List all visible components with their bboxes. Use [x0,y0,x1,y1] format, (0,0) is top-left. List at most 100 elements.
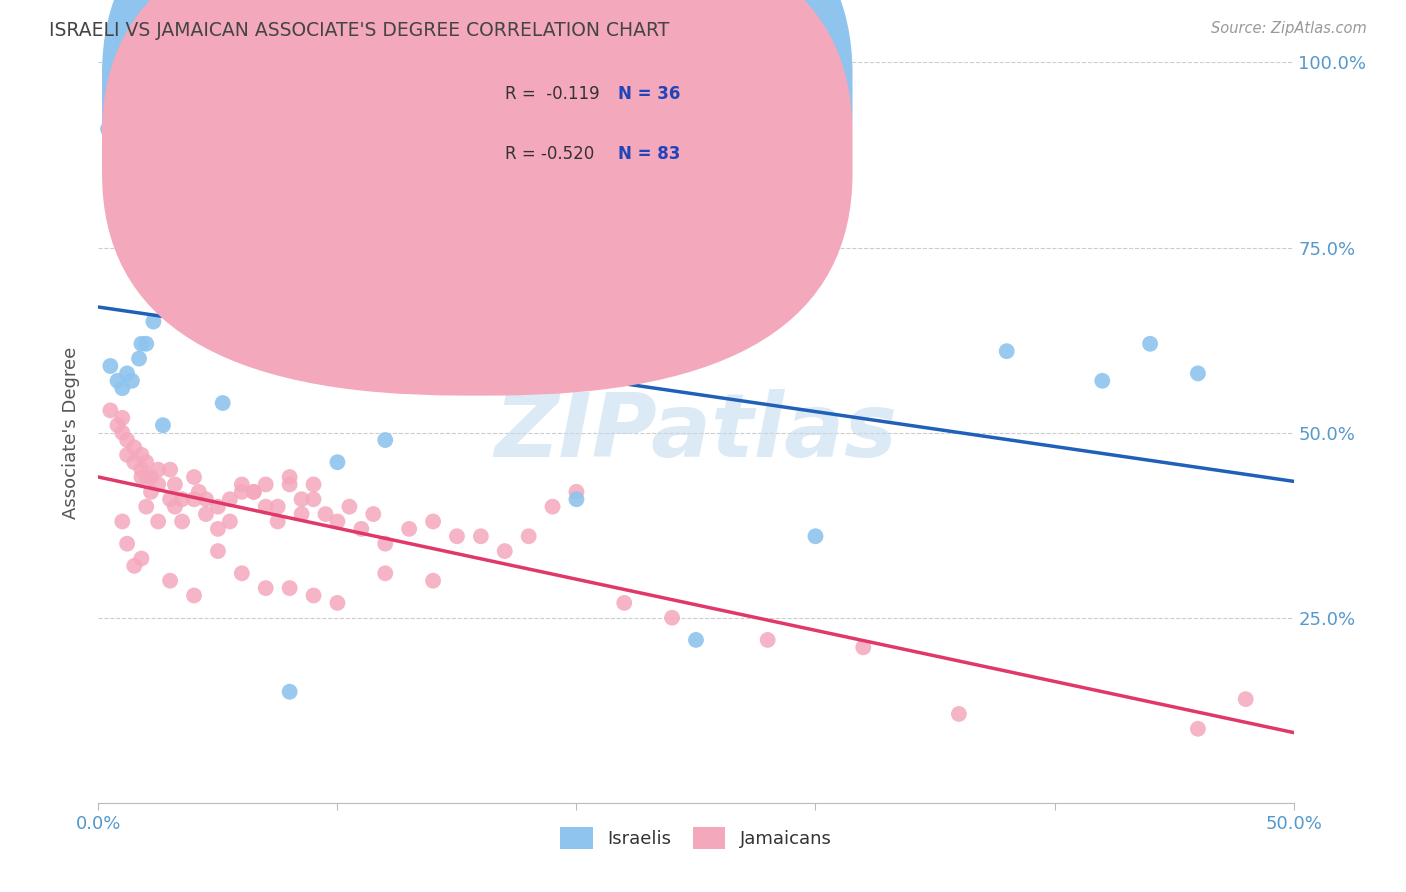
Point [1091,374,1114,388]
Point [202,293,225,307]
Point [254,581,277,595]
Point [852,640,875,655]
Point [243,484,266,499]
Point [326,515,349,529]
Point [470,529,492,543]
Point [211,396,233,410]
FancyBboxPatch shape [451,66,733,188]
FancyBboxPatch shape [103,0,852,395]
Point [128,351,150,366]
Point [159,255,181,269]
Text: R =  -0.119: R = -0.119 [505,86,599,103]
Point [163,477,186,491]
Point [339,500,361,514]
Point [517,529,540,543]
Text: N = 83: N = 83 [619,145,681,162]
Point [291,507,314,521]
Point [219,515,242,529]
Point [148,477,170,491]
Point [195,492,218,507]
Point [374,433,396,447]
Point [315,507,337,521]
Point [422,574,444,588]
Point [115,174,138,188]
Point [107,418,129,433]
Point [131,470,153,484]
Point [115,367,138,381]
Point [948,706,970,721]
Point [124,558,146,573]
Y-axis label: Associate's Degree: Associate's Degree [62,346,80,519]
Point [111,515,134,529]
Point [219,492,242,507]
Point [278,477,301,491]
Point [155,270,177,285]
Point [148,211,170,225]
Point [195,507,218,521]
Point [183,589,205,603]
Point [124,455,146,469]
Point [278,685,301,699]
FancyBboxPatch shape [103,0,852,336]
Point [804,529,827,543]
Point [98,359,122,373]
Point [995,344,1018,359]
Point [142,314,165,328]
Point [115,433,138,447]
Point [111,410,134,425]
Point [159,462,181,476]
Point [148,462,170,476]
Point [115,536,138,550]
Point [267,515,290,529]
Point [148,248,170,262]
Legend: Israelis, Jamaicans: Israelis, Jamaicans [553,821,839,856]
Point [98,403,122,417]
Point [446,529,468,543]
Point [163,196,186,211]
Point [231,566,253,581]
Point [131,448,153,462]
Point [135,500,157,514]
Point [756,632,779,647]
Point [135,455,157,469]
Point [374,536,396,550]
Point [97,122,120,136]
Point [131,336,153,351]
Point [183,166,205,180]
Point [183,492,205,507]
Point [1187,367,1209,381]
Point [254,477,277,491]
Point [494,544,516,558]
Point [541,500,564,514]
Point [183,470,205,484]
Point [278,470,301,484]
Point [107,374,129,388]
Point [278,581,301,595]
Point [131,551,153,566]
Point [135,336,157,351]
Point [124,441,146,455]
Point [115,448,138,462]
Point [125,203,148,218]
Text: ISRAELI VS JAMAICAN ASSOCIATE'S DEGREE CORRELATION CHART: ISRAELI VS JAMAICAN ASSOCIATE'S DEGREE C… [49,21,669,39]
Point [139,470,162,484]
Point [195,285,218,299]
Point [1234,692,1257,706]
Point [254,500,277,514]
Point [207,500,229,514]
Point [159,574,181,588]
Point [243,300,266,314]
Point [231,484,253,499]
Point [172,515,194,529]
Point [111,136,134,151]
Point [1187,722,1209,736]
Point [422,515,444,529]
Point [374,566,396,581]
Point [139,484,162,499]
Point [326,596,349,610]
Point [302,589,325,603]
Point [124,233,146,247]
Text: Source: ZipAtlas.com: Source: ZipAtlas.com [1211,21,1367,36]
Point [148,515,170,529]
Point [1139,336,1161,351]
